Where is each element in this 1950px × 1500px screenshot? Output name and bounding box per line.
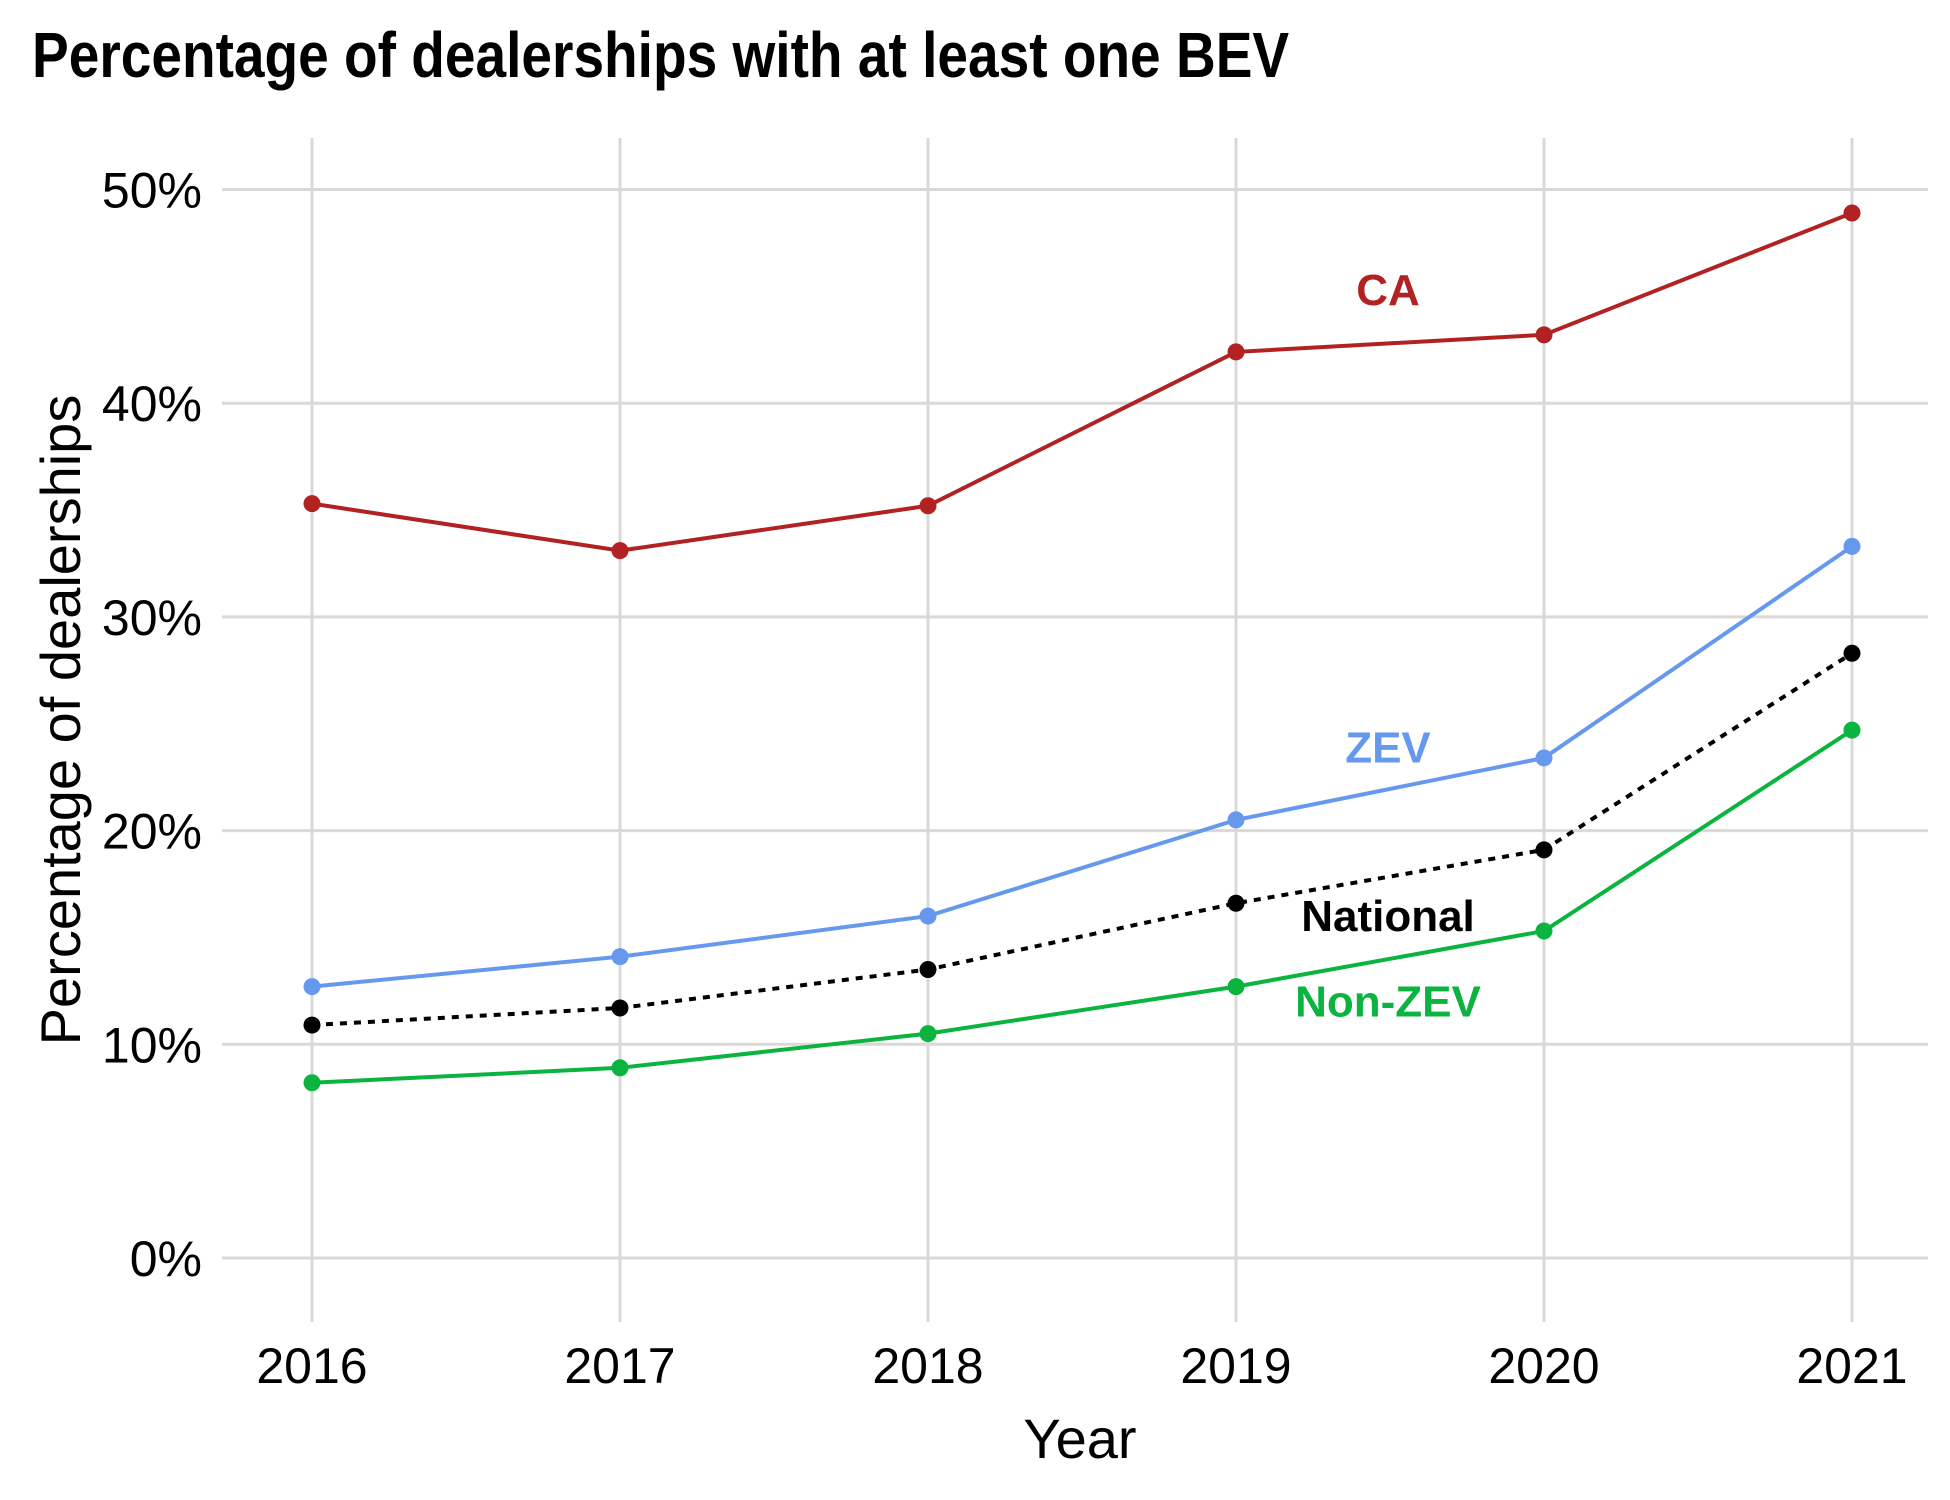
y-tick-label: 20% <box>102 804 202 860</box>
x-tick-label: 2021 <box>1796 1338 1907 1394</box>
x-tick-label: 2016 <box>256 1338 367 1394</box>
data-point <box>303 978 321 996</box>
data-point <box>1843 204 1861 222</box>
data-point <box>611 1059 629 1077</box>
data-point <box>1535 749 1553 767</box>
series-line <box>311 544 1854 989</box>
data-point <box>1843 721 1861 739</box>
y-tick-label: 50% <box>102 163 202 219</box>
series-line <box>311 728 1854 1085</box>
series-non-zev <box>303 721 1861 1092</box>
series-label: ZEV <box>1345 723 1431 772</box>
grid <box>222 138 1928 1322</box>
y-tick-label: 40% <box>102 376 202 432</box>
y-tick-label: 30% <box>102 590 202 646</box>
y-axis-ticks: 0% 10% 20% 30% 40% 50% <box>102 163 202 1288</box>
x-axis-ticks: 2016 2017 2018 2019 2020 2021 <box>256 1338 1907 1394</box>
data-point <box>611 542 629 560</box>
series-layer <box>303 204 1861 1092</box>
data-point <box>919 497 937 515</box>
series-ca <box>303 204 1861 560</box>
x-tick-label: 2017 <box>564 1338 675 1394</box>
series-zev <box>303 537 1861 996</box>
data-point <box>1843 644 1861 662</box>
data-point <box>303 495 321 513</box>
data-point <box>303 1074 321 1092</box>
chart-title: Percentage of dealerships with at least … <box>32 19 1290 91</box>
x-tick-label: 2020 <box>1488 1338 1599 1394</box>
data-point <box>1843 537 1861 555</box>
y-axis-title: Percentage of dealerships <box>29 395 92 1046</box>
series-label: CA <box>1356 266 1420 315</box>
y-tick-label: 0% <box>130 1231 202 1287</box>
data-point <box>303 1016 321 1034</box>
y-tick-label: 10% <box>102 1017 202 1073</box>
data-point <box>1227 811 1245 829</box>
x-tick-label: 2019 <box>1180 1338 1291 1394</box>
data-point <box>1535 841 1553 859</box>
series-national <box>303 644 1861 1034</box>
series-labels: CA ZEV National Non-ZEV <box>1295 266 1481 1027</box>
data-point <box>611 999 629 1017</box>
data-point <box>919 1025 937 1043</box>
series-label: Non-ZEV <box>1295 978 1481 1027</box>
series-line <box>311 651 1854 1028</box>
x-axis-title: Year <box>1023 1407 1136 1470</box>
data-point <box>1227 343 1245 361</box>
data-point <box>1535 326 1553 344</box>
series-line <box>311 211 1853 553</box>
data-point <box>1227 978 1245 996</box>
data-point <box>919 907 937 925</box>
x-tick-label: 2018 <box>872 1338 983 1394</box>
data-point <box>919 961 937 979</box>
series-label: National <box>1301 892 1475 941</box>
data-point <box>1227 894 1245 912</box>
data-point <box>1535 922 1553 940</box>
data-point <box>611 948 629 966</box>
